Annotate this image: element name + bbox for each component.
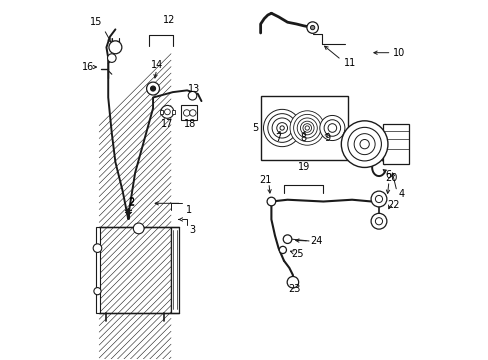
Circle shape	[276, 123, 287, 134]
Bar	[99, 226, 171, 313]
Circle shape	[146, 82, 159, 95]
Circle shape	[370, 191, 386, 207]
Circle shape	[93, 244, 102, 252]
Text: 21: 21	[259, 175, 271, 185]
Text: 14: 14	[150, 60, 163, 70]
Circle shape	[271, 118, 292, 138]
Circle shape	[375, 218, 382, 225]
Circle shape	[133, 223, 144, 234]
Circle shape	[188, 91, 196, 100]
Text: 18: 18	[183, 119, 195, 129]
Circle shape	[107, 54, 116, 62]
Circle shape	[266, 197, 275, 206]
Bar	[260, 96, 348, 160]
Text: 23: 23	[288, 284, 300, 294]
Text: 19: 19	[297, 162, 309, 172]
Circle shape	[319, 116, 344, 140]
Bar	[383, 124, 408, 164]
Text: 8: 8	[299, 133, 305, 143]
Circle shape	[353, 134, 374, 155]
Bar	[171, 226, 179, 313]
Circle shape	[161, 105, 174, 118]
Circle shape	[280, 126, 284, 130]
Text: 7: 7	[275, 133, 281, 143]
Text: 2: 2	[128, 197, 134, 207]
Circle shape	[94, 288, 101, 295]
Circle shape	[267, 114, 296, 142]
Circle shape	[324, 120, 340, 136]
Circle shape	[359, 139, 368, 149]
Text: 25: 25	[291, 248, 303, 258]
Text: 3: 3	[189, 225, 195, 235]
Circle shape	[306, 22, 318, 33]
Text: 1: 1	[185, 206, 192, 216]
Circle shape	[293, 114, 320, 141]
Circle shape	[150, 86, 155, 91]
Circle shape	[327, 124, 336, 132]
Circle shape	[310, 26, 314, 30]
Text: 6: 6	[384, 170, 390, 180]
Circle shape	[303, 124, 311, 132]
Text: 10: 10	[392, 48, 404, 58]
Text: 15: 15	[89, 17, 102, 27]
Bar	[159, 110, 163, 114]
Text: 16: 16	[82, 62, 95, 72]
Text: 9: 9	[323, 133, 329, 143]
Text: 5: 5	[252, 123, 258, 133]
Circle shape	[183, 110, 190, 116]
Circle shape	[164, 109, 170, 115]
Circle shape	[263, 109, 300, 147]
Circle shape	[370, 213, 386, 229]
Text: 17: 17	[161, 119, 173, 129]
Text: 20: 20	[385, 173, 397, 183]
Bar	[181, 105, 196, 120]
Text: 22: 22	[386, 200, 399, 210]
Bar	[96, 226, 100, 313]
Circle shape	[189, 110, 196, 116]
Bar	[172, 110, 175, 114]
Circle shape	[289, 111, 324, 145]
Text: 2: 2	[128, 198, 134, 208]
Circle shape	[305, 126, 309, 130]
Circle shape	[286, 276, 298, 288]
Text: 12: 12	[163, 15, 175, 26]
Text: 13: 13	[188, 84, 200, 94]
Circle shape	[347, 127, 381, 161]
Circle shape	[279, 246, 286, 253]
Circle shape	[300, 121, 313, 135]
Text: 11: 11	[344, 58, 356, 68]
Circle shape	[283, 235, 291, 243]
Text: 4: 4	[398, 189, 404, 199]
Circle shape	[109, 41, 122, 54]
Circle shape	[375, 195, 382, 203]
Circle shape	[341, 121, 387, 167]
Text: 24: 24	[309, 236, 322, 246]
Circle shape	[297, 118, 317, 138]
